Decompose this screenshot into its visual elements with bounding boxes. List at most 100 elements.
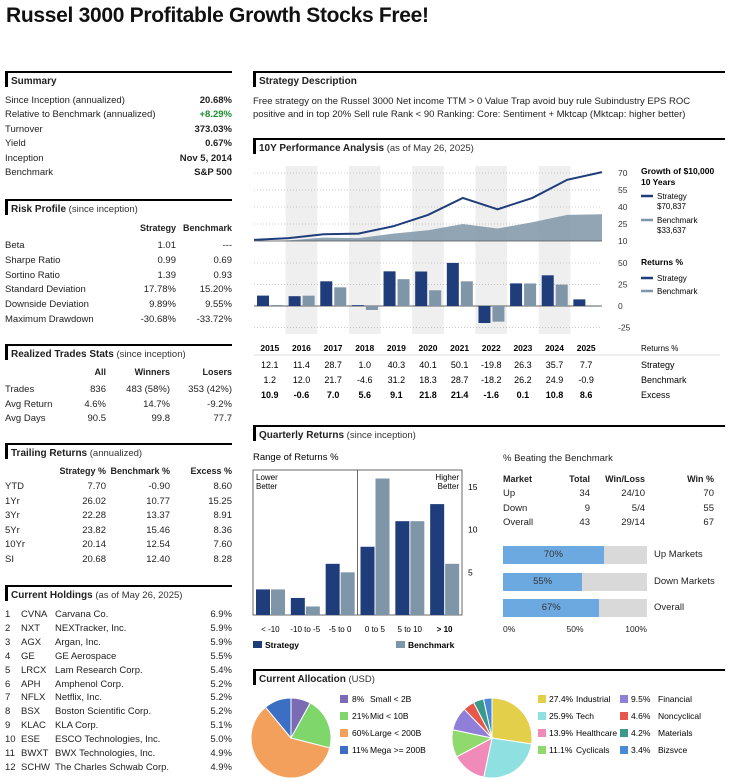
trailing-benchmark-value: 10.77 [146, 495, 170, 507]
beating-col-header: Win % [687, 474, 714, 484]
sector-legend-pct: 3.4% [631, 745, 651, 755]
benchmark-year-return: 26.2 [514, 375, 532, 385]
risk-heading: Risk Profile [11, 204, 67, 215]
trailing-strategy-value: 22.28 [82, 510, 106, 522]
holding-name: KLA Corp. [55, 720, 99, 732]
holding-weight: 5.2% [210, 706, 232, 718]
benchmark-year-return: 12.0 [293, 375, 311, 385]
size-legend-pct: 21% [352, 711, 369, 721]
beating-winpct: 70 [703, 488, 714, 499]
benchmark-range-bar [445, 563, 460, 615]
trailing-benchmark-value: 12.54 [146, 539, 170, 551]
holding-weight: 4.9% [210, 761, 232, 773]
holding-weight: 5.2% [210, 678, 232, 690]
beating-bar-name: Overall [654, 602, 685, 613]
holding-rank: 5 [5, 664, 11, 676]
risk-strategy-value: 17.78% [143, 284, 176, 296]
trailing-col-header: Strategy % [59, 466, 106, 476]
perf-row-label: Strategy [641, 360, 675, 370]
beating-title: % Beating the Benchmark [503, 453, 613, 464]
year-label: 2018 [355, 343, 374, 353]
benchmark-return-bar [429, 290, 442, 306]
beating-market: Down [503, 502, 528, 514]
growth-subtitle: 10 Years [641, 177, 676, 187]
range-legend-strategy: Strategy [265, 640, 299, 650]
perf-row-label: Returns % [641, 344, 678, 353]
size-legend-name: Large < 200B [370, 728, 422, 738]
risk-strategy-value: 1.39 [157, 269, 177, 281]
strategy-growth-line [253, 171, 603, 241]
strategy-range-bar [395, 521, 410, 615]
trailing-benchmark-value: 13.37 [146, 510, 170, 522]
benchmark-return-bar [524, 283, 537, 306]
benchmark-year-return: -4.6 [357, 375, 373, 385]
trailing-excess-value: 8.60 [213, 481, 233, 492]
holding-weight: 5.0% [210, 734, 232, 746]
trailing-label: SI [5, 554, 14, 565]
trailing-strategy-value: 20.68 [82, 554, 106, 565]
excess-year-return: -0.6 [294, 390, 310, 400]
beating-axis-label: 100% [625, 624, 647, 634]
quarterly-section-header: Quarterly Returns (since inception) [253, 425, 725, 441]
trailing-label: YTD [5, 481, 24, 492]
holding-ticker: CVNA [21, 609, 48, 620]
beating-winpct: 67 [703, 517, 714, 528]
size-legend-swatch [340, 729, 348, 737]
trades-label: Avg Return [5, 398, 53, 410]
risk-strategy-value: 9.89% [149, 299, 176, 311]
higher-better-label: Higher [435, 473, 459, 482]
beating-bar-fill: 55% [503, 572, 583, 591]
strategy-return-bar [257, 295, 269, 306]
summary-label: Turnover [5, 123, 43, 135]
trades-losers-value: -9.2% [207, 398, 232, 410]
allocation-heading: Current Allocation [259, 674, 346, 685]
risk-label: Sharpe Ratio [5, 254, 61, 266]
strategy-year-return: 12.1 [261, 360, 279, 370]
quarterly-heading: Quarterly Returns [259, 430, 345, 441]
benchmark-range-bar [340, 572, 355, 615]
benchmark-year-return: 1.2 [264, 375, 277, 385]
perf-row-label: Excess [641, 390, 671, 400]
returns-tick-label: 50 [618, 258, 628, 268]
strategy-return-bar [510, 283, 523, 306]
strategy-year-return: 28.7 [324, 360, 342, 370]
strategy-range-bar [430, 504, 445, 615]
strategy-year-return: 11.4 [293, 360, 310, 370]
perf-subheading: (as of May 26, 2025) [386, 143, 474, 154]
holding-weight: 5.2% [210, 692, 232, 704]
year-label: 2021 [450, 343, 469, 353]
holding-weight: 5.5% [210, 650, 232, 662]
strategy-year-return: 26.3 [514, 360, 532, 370]
trades-label: Trades [5, 384, 35, 395]
strategy-year-return: 50.1 [451, 360, 469, 370]
sector-legend-swatch [538, 746, 546, 754]
legend-benchmark-value: $33,637 [657, 226, 686, 235]
holding-ticker: BSX [21, 706, 41, 718]
legend-benchmark: Benchmark [657, 216, 698, 225]
beating-col-header: Win/Loss [605, 474, 645, 484]
size-pie-slice [250, 706, 331, 779]
perf-row-label: Benchmark [641, 375, 687, 385]
legend-strategy-value: $70,837 [657, 202, 686, 211]
holding-rank: 7 [5, 692, 11, 704]
holding-weight: 4.9% [210, 748, 232, 759]
risk-label: Downside Deviation [5, 299, 89, 311]
trades-col-header: Losers [202, 367, 232, 377]
benchmark-return-bar [587, 306, 600, 307]
year-label: 2019 [387, 343, 406, 353]
sector-legend-name: Noncyclical [658, 711, 701, 721]
year-label: 2020 [419, 343, 438, 353]
summary-label: Relative to Benchmark (annualized) [5, 109, 156, 121]
summary-label: Inception [5, 152, 44, 164]
sector-legend-swatch [538, 695, 546, 703]
range-tick-label: 10 [468, 525, 478, 535]
trailing-heading: Trailing Returns [11, 448, 88, 459]
range-category-label: < -10 [261, 625, 280, 634]
trailing-col-header: Benchmark % [110, 466, 170, 476]
holding-rank: 12 [5, 761, 16, 773]
excess-year-return: -1.6 [484, 390, 500, 400]
strategy-year-return: 7.7 [580, 360, 593, 370]
holdings-subheading: (as of May 26, 2025) [95, 590, 183, 601]
holding-name: GE Aerospace [55, 650, 117, 662]
